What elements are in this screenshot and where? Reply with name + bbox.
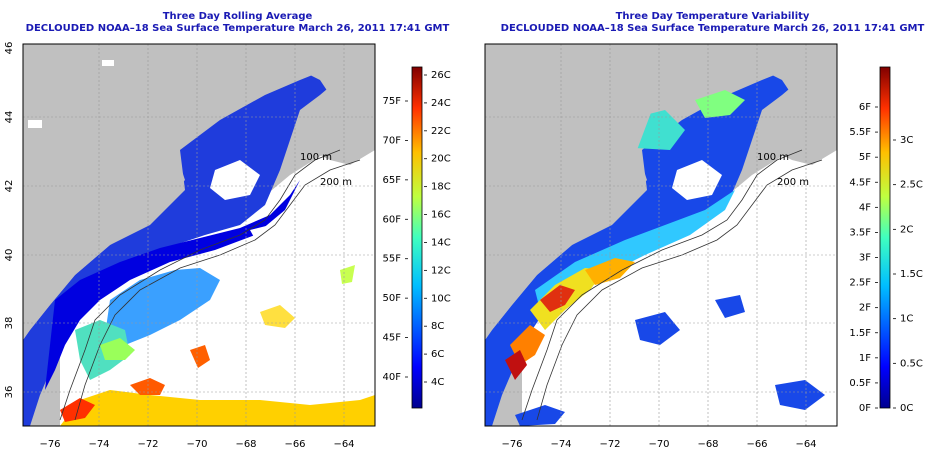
x-tick: −64 xyxy=(795,439,816,450)
colorbar-label: 5.5F xyxy=(849,127,871,138)
colorbar-label: 6F xyxy=(859,102,871,113)
x-tick: −76 xyxy=(501,439,522,450)
x-axis-left: −76 −74 −72 −70 −68 −66 −64 xyxy=(39,439,354,450)
x-tick: −66 xyxy=(284,439,305,450)
contour-label-200m: 200 m xyxy=(320,177,352,188)
contour-label-200m: 200 m xyxy=(777,177,809,188)
y-tick: 42 xyxy=(475,180,477,193)
colorbar-label: 3C xyxy=(900,135,913,146)
contour-label-100m: 100 m xyxy=(300,152,332,163)
colorbar-label: 3.5F xyxy=(849,227,871,238)
colorbar-label: 2.5F xyxy=(849,278,871,289)
colorbar-label: 0.5F xyxy=(849,378,871,389)
colorbar-label: 75F xyxy=(383,96,402,107)
x-tick: −68 xyxy=(235,439,256,450)
colorbar-label: 16C xyxy=(431,210,451,221)
colorbar-label: 14C xyxy=(431,237,451,248)
contour-label-100m: 100 m xyxy=(757,152,789,163)
y-tick: 40 xyxy=(4,249,15,262)
colorbar-label: 24C xyxy=(431,98,451,109)
x-tick: −74 xyxy=(550,439,571,450)
colorbar-label: 26C xyxy=(431,70,451,81)
map-title: Three Day Temperature Variability xyxy=(615,11,810,22)
colorbar-left: 4C 6C 8C 10C 12C 14C 16C 18C 20C 22C 24C 26C 40F 45F… xyxy=(383,66,451,409)
colorbar-label: 1.5C xyxy=(900,269,923,280)
y-axis-right: 36 38 40 42 44 46 xyxy=(475,42,477,399)
x-tick: −74 xyxy=(88,439,109,450)
colorbar-label: 2C xyxy=(900,224,913,235)
panel-rolling-average: Three Day Rolling Average DECLOUDED NOAA… xyxy=(4,11,451,450)
x-tick: −64 xyxy=(333,439,354,450)
colorbar-label: 4F xyxy=(859,202,871,213)
y-tick: 46 xyxy=(4,42,15,55)
y-tick: 40 xyxy=(475,249,477,262)
y-tick: 36 xyxy=(4,386,15,399)
colorbar-label: 5F xyxy=(859,152,871,163)
colorbar-label: 2.5C xyxy=(900,180,923,191)
colorbar-label: 50F xyxy=(383,293,402,304)
map-area-left: 100 m 200 m xyxy=(23,44,375,426)
colorbar-label: 40F xyxy=(383,372,402,383)
map-area-right: 100 m 200 m xyxy=(485,44,837,426)
y-tick: 36 xyxy=(475,386,477,399)
colorbar-label: 2F xyxy=(859,303,871,314)
colorbar-label: 3F xyxy=(859,253,871,264)
colorbar-label: 4C xyxy=(431,377,444,388)
y-axis-left: 36 38 40 42 44 46 xyxy=(4,42,15,399)
colorbar-label: 65F xyxy=(383,175,402,186)
sst-map-right: 100 m 200 m −76 −74 −72 −70 −68 −66 −64 … xyxy=(475,42,923,450)
colorbar-label: 70F xyxy=(383,135,402,146)
x-tick: −70 xyxy=(186,439,207,450)
colorbar-label: 6C xyxy=(431,349,444,360)
sst-map-left: 100 m 200 m −76 −74 −72 −70 −68 −66 −64 … xyxy=(4,42,451,450)
x-tick: −66 xyxy=(746,439,767,450)
map-title: Three Day Rolling Average xyxy=(162,11,313,22)
colorbar-label: 0.5C xyxy=(900,358,923,369)
colorbar-label: 55F xyxy=(383,254,402,265)
y-tick: 44 xyxy=(4,111,15,124)
colorbar-label: 1.5F xyxy=(849,328,871,339)
colorbar-label: 4.5F xyxy=(849,177,871,188)
x-tick: −68 xyxy=(697,439,718,450)
colorbar-label: 1F xyxy=(859,353,871,364)
colorbar-label: 0F xyxy=(859,403,871,414)
x-tick: −70 xyxy=(648,439,669,450)
colorbar-label: 45F xyxy=(383,333,402,344)
x-axis-right: −76 −74 −72 −70 −68 −66 −64 xyxy=(501,439,816,450)
y-tick: 46 xyxy=(475,42,477,55)
colorbar-label: 12C xyxy=(431,265,451,276)
colorbar-label: 60F xyxy=(383,214,402,225)
map-subtitle: DECLOUDED NOAA–18 Sea Surface Temperatur… xyxy=(500,23,925,34)
x-tick: −72 xyxy=(137,439,158,450)
colorbar-label: 22C xyxy=(431,126,451,137)
x-tick: −72 xyxy=(599,439,620,450)
y-tick: 38 xyxy=(475,317,477,330)
y-tick: 42 xyxy=(4,180,15,193)
y-tick: 38 xyxy=(4,317,15,330)
colorbar-label: 1C xyxy=(900,314,913,325)
colorbar-label: 18C xyxy=(431,182,451,193)
colorbar-label: 20C xyxy=(431,154,451,165)
y-tick: 44 xyxy=(475,111,477,124)
panel-temperature-variability: Three Day Temperature Variability DECLOU… xyxy=(475,0,950,475)
map-subtitle: DECLOUDED NOAA–18 Sea Surface Temperatur… xyxy=(25,23,450,34)
colorbar-label: 10C xyxy=(431,293,451,304)
colorbar-label: 8C xyxy=(431,321,444,332)
colorbar-label: 0C xyxy=(900,403,913,414)
colorbar-right: 0C 0.5C 1C 1.5C 2C 2.5C 3C 0F 0.5F 1F 1.5F 2F 2.5F 3… xyxy=(849,66,923,414)
x-tick: −76 xyxy=(39,439,60,450)
